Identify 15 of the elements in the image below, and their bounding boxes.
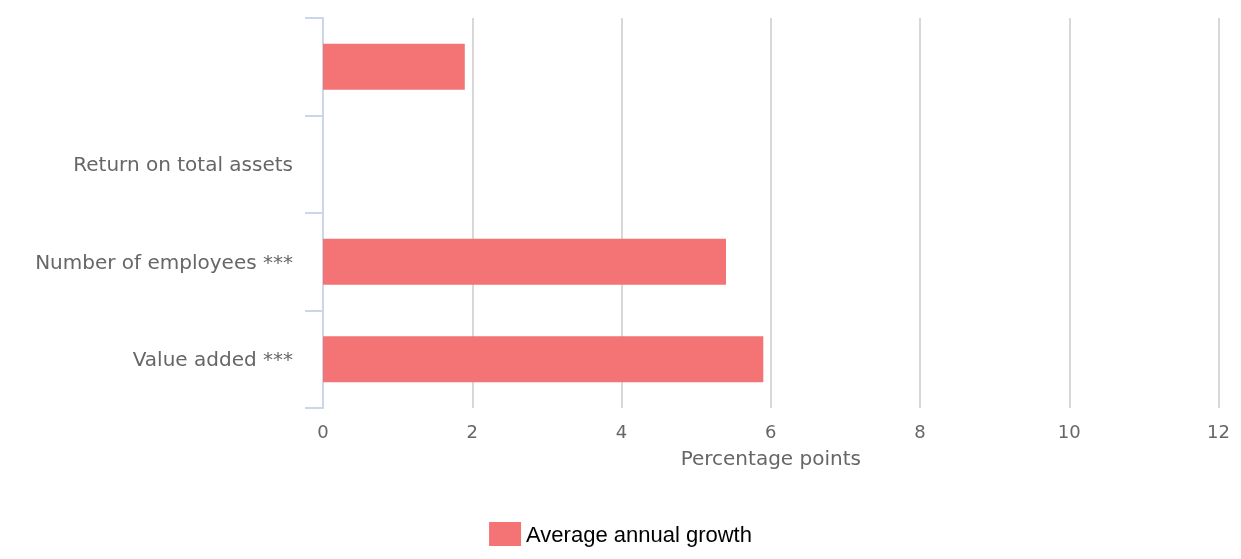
x-tick-label: 2 bbox=[466, 420, 478, 442]
bar bbox=[323, 43, 465, 90]
x-tick-label: 0 bbox=[317, 420, 329, 442]
x-tick-label: 4 bbox=[615, 420, 628, 442]
x-tick-label: 6 bbox=[765, 420, 777, 442]
x-tick-label: 10 bbox=[1057, 420, 1081, 442]
x-tick-label: 8 bbox=[914, 420, 926, 442]
x-tick-label: 12 bbox=[1207, 420, 1230, 442]
x-axis-title: Percentage points bbox=[680, 446, 861, 470]
bar bbox=[323, 238, 726, 285]
bar bbox=[323, 336, 764, 383]
y-tick-label: Return on total assets bbox=[73, 152, 293, 177]
y-tick-label: Value added *** bbox=[132, 347, 293, 372]
y-tick-label: Number of employees *** bbox=[35, 249, 293, 274]
legend-label: Average annual growth bbox=[526, 521, 752, 547]
